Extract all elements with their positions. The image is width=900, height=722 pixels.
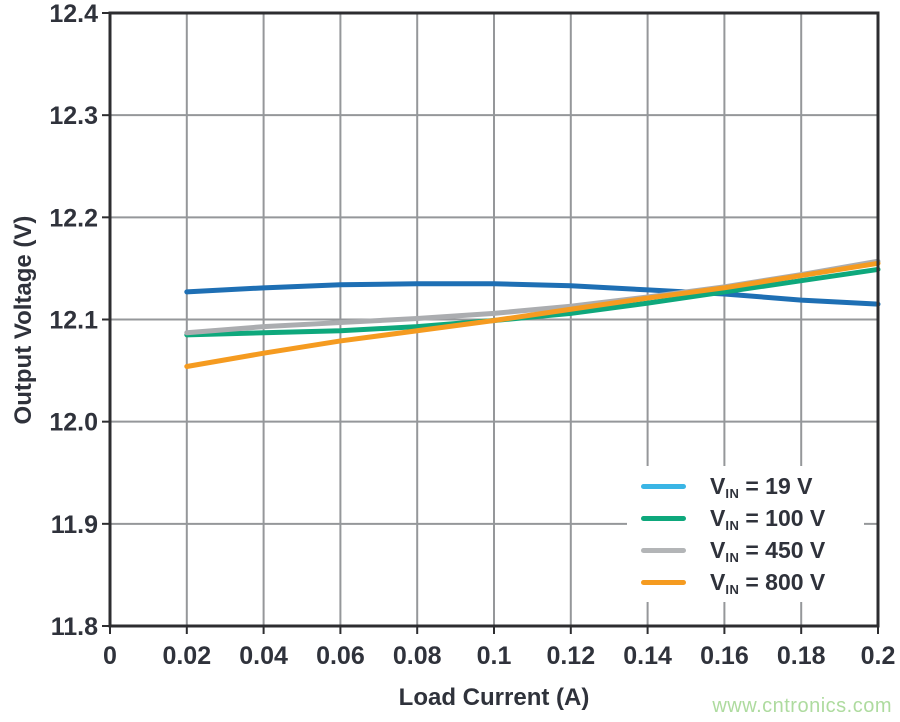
legend-item: VIN = 100 V (641, 503, 864, 534)
x-tick-label: 0 (103, 642, 117, 670)
y-tick-label: 12.2 (49, 204, 98, 232)
legend-item: VIN = 450 V (641, 535, 864, 566)
legend-swatch-450v (641, 547, 686, 553)
y-tick-label: 12.4 (49, 0, 98, 28)
y-tick-label: 12.0 (49, 409, 98, 437)
x-tick-label: 0.1 (477, 642, 512, 670)
watermark: www.cntronics.com (712, 695, 892, 717)
series-line-vin-=-800-v (184, 260, 881, 369)
x-tick-label: 0.14 (623, 642, 672, 670)
plot-border (108, 11, 880, 628)
series-line-vin-=-19-v (184, 281, 881, 307)
y-tick-label: 12.3 (49, 102, 98, 130)
legend-item: VIN = 800 V (641, 567, 864, 598)
legend-swatch-100v (641, 515, 686, 521)
x-tick-label: 0.04 (239, 642, 288, 670)
legend-label: VIN = 800 V (710, 568, 826, 597)
y-tick-label: 11.9 (51, 511, 98, 539)
legend-label: VIN = 19 V (710, 472, 813, 501)
x-tick-label: 0.18 (777, 642, 826, 670)
y-axis-title: Output Voltage (V) (10, 215, 37, 425)
legend-swatch-19v (641, 483, 686, 489)
x-tick-label: 0.12 (546, 642, 595, 670)
legend-item: VIN = 19 V (641, 471, 864, 502)
x-tick-label: 0.08 (393, 642, 442, 670)
x-tick-label: 0.16 (700, 642, 749, 670)
x-tick-label: 0.02 (162, 642, 211, 670)
legend: VIN = 19 V VIN = 100 V VIN = 450 V VIN = 800… (627, 466, 864, 602)
legend-label: VIN = 100 V (710, 504, 826, 533)
y-tick-label: 11.8 (51, 613, 98, 641)
x-axis-title: Load Current (A) (398, 684, 590, 711)
x-tick-label: 0.06 (316, 642, 365, 670)
legend-swatch-800v (641, 579, 686, 585)
y-tick-label: 12.1 (49, 307, 98, 335)
x-tick-label: 0.2 (861, 642, 896, 670)
legend-label: VIN = 450 V (710, 536, 826, 565)
